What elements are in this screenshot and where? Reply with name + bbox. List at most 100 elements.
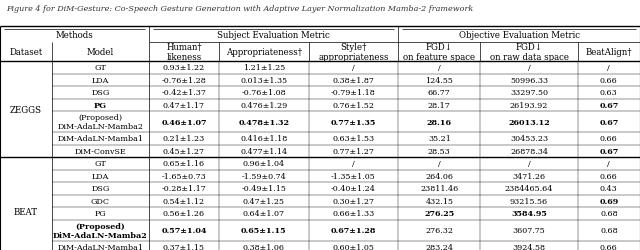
Text: Figure 4 for DiM-Gesture: Co-Speech Gesture Generation with Adaptive Layer Norma: Figure 4 for DiM-Gesture: Co-Speech Gest… xyxy=(6,5,474,13)
Text: 0.76±1.52: 0.76±1.52 xyxy=(332,101,374,109)
Text: 0.77±1.35: 0.77±1.35 xyxy=(331,118,376,126)
Text: 26013.12: 26013.12 xyxy=(508,118,550,126)
Text: 0.65±1.15: 0.65±1.15 xyxy=(241,226,287,234)
Text: DiM-AdaLN-Mamba1: DiM-AdaLN-Mamba1 xyxy=(58,135,143,143)
Text: 0.67±1.28: 0.67±1.28 xyxy=(331,226,376,234)
Text: /: / xyxy=(438,64,441,72)
Text: PG: PG xyxy=(95,210,106,218)
Text: -1.35±1.05: -1.35±1.05 xyxy=(331,172,376,180)
Text: -0.76±1.08: -0.76±1.08 xyxy=(241,89,286,97)
Text: (Proposed)
DiM-AdaLN-Mamba2: (Proposed) DiM-AdaLN-Mamba2 xyxy=(58,114,143,131)
Text: Model: Model xyxy=(86,48,114,57)
Text: 35.21: 35.21 xyxy=(428,135,451,143)
Text: 124.55: 124.55 xyxy=(426,76,453,84)
Text: -0.28±1.17: -0.28±1.17 xyxy=(161,184,206,192)
Text: 3607.75: 3607.75 xyxy=(513,226,545,234)
Text: 0.43: 0.43 xyxy=(600,184,618,192)
Text: 28.16: 28.16 xyxy=(427,118,452,126)
Text: /: / xyxy=(527,160,531,168)
Text: 0.56±1.26: 0.56±1.26 xyxy=(163,210,205,218)
Text: Appropriateness†: Appropriateness† xyxy=(226,48,302,57)
Text: -0.49±1.15: -0.49±1.15 xyxy=(241,184,286,192)
Text: (Proposed)
DiM-AdaLN-Mamba2: (Proposed) DiM-AdaLN-Mamba2 xyxy=(53,222,148,239)
Text: 276.32: 276.32 xyxy=(426,226,453,234)
Text: DiM-ConvSE: DiM-ConvSE xyxy=(74,147,126,155)
Text: 2384465.64: 2384465.64 xyxy=(505,184,553,192)
Text: 0.66: 0.66 xyxy=(600,172,618,180)
Text: 0.66: 0.66 xyxy=(600,243,618,250)
Text: /: / xyxy=(527,64,531,72)
Text: Dataset: Dataset xyxy=(9,48,42,57)
Text: 0.477±1.14: 0.477±1.14 xyxy=(240,147,287,155)
Text: -0.42±1.37: -0.42±1.37 xyxy=(161,89,206,97)
Text: FGD↓
on feature space: FGD↓ on feature space xyxy=(403,43,476,62)
Text: 28.17: 28.17 xyxy=(428,101,451,109)
Text: FGD↓
on raw data space: FGD↓ on raw data space xyxy=(490,43,568,62)
Text: GDC: GDC xyxy=(91,197,110,205)
Text: 23811.46: 23811.46 xyxy=(420,184,458,192)
Text: 3924.58: 3924.58 xyxy=(513,243,545,250)
Text: 0.63: 0.63 xyxy=(600,89,618,97)
Text: -0.76±1.28: -0.76±1.28 xyxy=(161,76,206,84)
Text: Objective Evaluation Metric: Objective Evaluation Metric xyxy=(459,30,580,40)
Text: 30453.23: 30453.23 xyxy=(510,135,548,143)
Text: 0.013±1.35: 0.013±1.35 xyxy=(240,76,287,84)
Text: 0.37±1.15: 0.37±1.15 xyxy=(163,243,205,250)
Text: 0.47±1.17: 0.47±1.17 xyxy=(163,101,205,109)
Text: /: / xyxy=(352,64,355,72)
Text: 0.66±1.33: 0.66±1.33 xyxy=(332,210,374,218)
Text: -1.59±0.74: -1.59±0.74 xyxy=(241,172,286,180)
Text: 26193.92: 26193.92 xyxy=(510,101,548,109)
Text: 0.77±1.27: 0.77±1.27 xyxy=(333,147,374,155)
Text: /: / xyxy=(438,160,441,168)
Text: 33297.50: 33297.50 xyxy=(510,89,548,97)
Text: 0.93±1.22: 0.93±1.22 xyxy=(163,64,205,72)
Text: -0.40±1.24: -0.40±1.24 xyxy=(331,184,376,192)
Text: 432.15: 432.15 xyxy=(426,197,453,205)
Text: 50996.33: 50996.33 xyxy=(510,76,548,84)
Text: 66.77: 66.77 xyxy=(428,89,451,97)
Text: DSG: DSG xyxy=(91,89,109,97)
Text: 0.45±1.27: 0.45±1.27 xyxy=(163,147,205,155)
Text: 3584.95: 3584.95 xyxy=(511,210,547,218)
Text: 1.21±1.25: 1.21±1.25 xyxy=(243,64,285,72)
Text: Style†
appropriateness: Style† appropriateness xyxy=(318,43,388,62)
Text: LDA: LDA xyxy=(92,172,109,180)
Text: 0.30±1.27: 0.30±1.27 xyxy=(332,197,374,205)
Text: 93215.56: 93215.56 xyxy=(510,197,548,205)
Text: Human†
likeness: Human† likeness xyxy=(166,43,202,62)
Text: 0.64±1.07: 0.64±1.07 xyxy=(243,210,285,218)
Text: 26878.34: 26878.34 xyxy=(510,147,548,155)
Text: 0.67: 0.67 xyxy=(599,101,618,109)
Text: BeatAlign†: BeatAlign† xyxy=(586,48,632,57)
Text: 0.67: 0.67 xyxy=(599,118,618,126)
Text: /: / xyxy=(607,160,610,168)
Text: GT: GT xyxy=(94,160,106,168)
Text: 0.60±1.05: 0.60±1.05 xyxy=(333,243,374,250)
Text: -1.65±0.73: -1.65±0.73 xyxy=(161,172,206,180)
Text: 0.38±1.06: 0.38±1.06 xyxy=(243,243,285,250)
Text: 0.68: 0.68 xyxy=(600,226,618,234)
Text: Methods: Methods xyxy=(56,30,93,40)
Text: 0.66: 0.66 xyxy=(600,135,618,143)
Text: 0.96±1.04: 0.96±1.04 xyxy=(243,160,285,168)
Text: 0.57±1.04: 0.57±1.04 xyxy=(161,226,207,234)
Text: 264.06: 264.06 xyxy=(426,172,453,180)
Text: 0.67: 0.67 xyxy=(599,147,618,155)
Text: 28.53: 28.53 xyxy=(428,147,451,155)
Text: 0.66: 0.66 xyxy=(600,76,618,84)
Text: 0.69: 0.69 xyxy=(599,197,618,205)
Text: GT: GT xyxy=(94,64,106,72)
Text: 276.25: 276.25 xyxy=(424,210,454,218)
Text: BEAT: BEAT xyxy=(14,207,38,216)
Text: DSG: DSG xyxy=(91,184,109,192)
Text: Subject Evaluation Metric: Subject Evaluation Metric xyxy=(217,30,330,40)
Text: 0.21±1.23: 0.21±1.23 xyxy=(163,135,205,143)
Text: 0.478±1.32: 0.478±1.32 xyxy=(238,118,289,126)
Text: 0.54±1.12: 0.54±1.12 xyxy=(163,197,205,205)
Text: 0.476±1.29: 0.476±1.29 xyxy=(240,101,287,109)
Text: 0.416±1.18: 0.416±1.18 xyxy=(240,135,287,143)
Text: 3471.26: 3471.26 xyxy=(513,172,545,180)
Text: 0.47±1.25: 0.47±1.25 xyxy=(243,197,285,205)
Text: /: / xyxy=(607,64,610,72)
